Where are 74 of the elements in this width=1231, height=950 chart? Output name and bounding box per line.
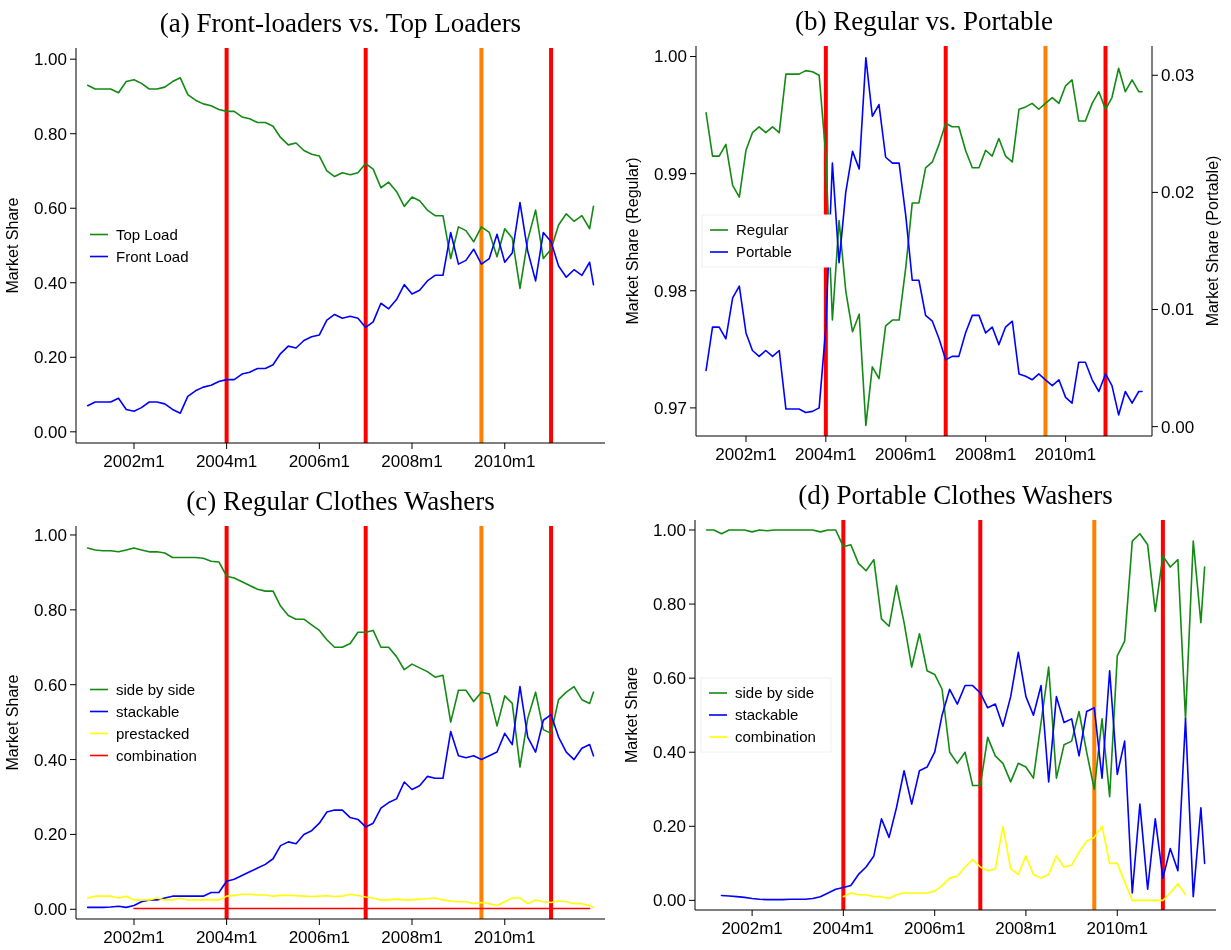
- x-tick-label: 2006m1: [288, 928, 351, 947]
- y-tick-label: 0.97: [653, 398, 687, 418]
- y-axis-title: Market Share: [623, 666, 640, 764]
- y-tick-label: 0.00: [652, 891, 686, 911]
- x-tick-label: 2004m1: [795, 445, 857, 464]
- legend-label: side by side: [735, 684, 815, 702]
- y-tick-label: 1.00: [33, 50, 67, 70]
- y-tick-label: 0.80: [33, 600, 67, 620]
- y-axis-title: Market Share: [4, 197, 21, 294]
- line-series: [86, 685, 595, 909]
- x-tick-label: 2010m1: [474, 452, 536, 471]
- y-tick-label: 0.60: [33, 675, 67, 695]
- y-tick-label: 0.60: [652, 669, 686, 689]
- chart-title: (d) Portable Clothes Washers: [798, 480, 1113, 510]
- x-tick-label: 2004m1: [195, 452, 258, 471]
- y-tick-label: 0.40: [33, 273, 67, 293]
- legend-label: Front Load: [116, 247, 189, 265]
- y-tick-label: 0.00: [33, 900, 67, 920]
- x-tick-label: 2010m1: [474, 928, 536, 947]
- y-tick-label: 0.80: [33, 124, 67, 144]
- line-series: [720, 651, 1206, 901]
- legend-label: stackable: [116, 702, 180, 720]
- legend-label: combination: [116, 746, 197, 764]
- x-tick-label: 2008m1: [381, 928, 443, 947]
- legend-label: Regular: [736, 221, 789, 239]
- y-tick-label: 0.60: [33, 199, 67, 219]
- y-tick-label: 0.20: [33, 348, 67, 368]
- x-tick-label: 2008m1: [381, 452, 443, 471]
- x-tick-label: 2002m1: [103, 452, 165, 471]
- line-series: [842, 825, 1187, 902]
- legend-label: stackable: [735, 706, 799, 724]
- line-series: [86, 201, 595, 414]
- x-tick-label: 2006m1: [288, 452, 351, 471]
- x-tick-label: 2010m1: [1086, 919, 1148, 938]
- y2-tick-label: 0.01: [1161, 300, 1195, 320]
- y-tick-label: 0.99: [653, 164, 687, 184]
- y-tick-label: 0.40: [652, 743, 686, 763]
- y2-tick-label: 0.02: [1161, 183, 1195, 203]
- line-series: [86, 893, 595, 909]
- x-tick-label: 2008m1: [995, 919, 1057, 938]
- y2-axis-title: Market Share (Portable): [1204, 155, 1221, 327]
- chart-title: (a) Front-loaders vs. Top Loaders: [159, 8, 522, 38]
- x-tick-label: 2008m1: [954, 445, 1017, 464]
- y-tick-label: 0.20: [33, 825, 67, 845]
- y-tick-label: 1.00: [653, 47, 687, 67]
- line-series: [86, 77, 595, 290]
- legend-label: Portable: [736, 243, 792, 261]
- x-tick-label: 2010m1: [1034, 445, 1097, 464]
- x-tick-label: 2006m1: [875, 445, 937, 464]
- x-tick-label: 2004m1: [812, 919, 875, 938]
- y-tick-label: 0.98: [653, 281, 687, 301]
- legend-label: Top Load: [116, 225, 178, 243]
- legend-label: prestacked: [116, 724, 190, 742]
- chart-title: (b) Regular vs. Portable: [795, 6, 1053, 36]
- y-tick-label: 1.00: [652, 520, 686, 540]
- y-tick-label: 0.40: [33, 750, 67, 770]
- x-tick-label: 2006m1: [903, 919, 966, 938]
- x-tick-label: 2002m1: [721, 919, 783, 938]
- legend-label: side by side: [116, 680, 196, 698]
- y-axis-title: Market Share (Regular): [624, 157, 641, 325]
- x-tick-label: 2002m1: [103, 928, 165, 947]
- y-tick-label: 0.20: [652, 817, 686, 837]
- y2-tick-label: 0.00: [1161, 417, 1195, 437]
- chart-title: (c) Regular Clothes Washers: [186, 486, 495, 516]
- y2-tick-label: 0.03: [1161, 66, 1195, 86]
- x-tick-label: 2002m1: [715, 445, 777, 464]
- y-tick-label: 1.00: [33, 525, 67, 545]
- y-axis-title: Market Share: [4, 674, 21, 771]
- legend-label: combination: [735, 728, 816, 746]
- y-tick-label: 0.80: [652, 595, 686, 615]
- line-series: [705, 529, 1206, 798]
- y-tick-label: 0.00: [33, 422, 67, 442]
- line-series: [86, 547, 595, 768]
- x-tick-label: 2004m1: [195, 928, 258, 947]
